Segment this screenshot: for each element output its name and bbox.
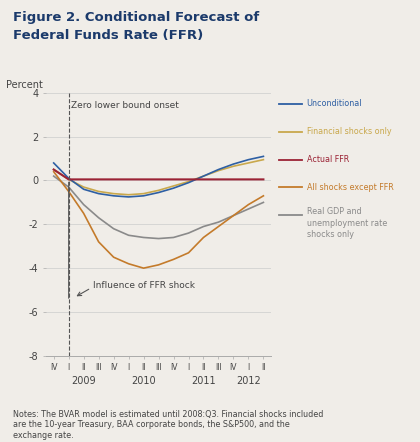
Text: Figure 2. Conditional Forecast of: Figure 2. Conditional Forecast of bbox=[13, 11, 259, 24]
Text: 2011: 2011 bbox=[191, 376, 216, 386]
Text: shocks only: shocks only bbox=[307, 230, 354, 239]
Text: Financial shocks only: Financial shocks only bbox=[307, 127, 391, 136]
Text: Notes: The BVAR model is estimated until 2008:Q3. Financial shocks included
are : Notes: The BVAR model is estimated until… bbox=[13, 410, 323, 440]
Text: Actual FFR: Actual FFR bbox=[307, 155, 349, 164]
Text: 2010: 2010 bbox=[131, 376, 156, 386]
Text: Influence of FFR shock: Influence of FFR shock bbox=[93, 281, 194, 290]
Text: Percent: Percent bbox=[6, 80, 42, 90]
Text: Real GDP and: Real GDP and bbox=[307, 207, 361, 216]
Text: Unconditional: Unconditional bbox=[307, 99, 362, 108]
Text: Zero lower bound onset: Zero lower bound onset bbox=[71, 101, 179, 110]
Text: Federal Funds Rate (FFR): Federal Funds Rate (FFR) bbox=[13, 29, 203, 42]
Text: 2012: 2012 bbox=[236, 376, 261, 386]
Text: 2009: 2009 bbox=[71, 376, 96, 386]
Text: unemployment rate: unemployment rate bbox=[307, 219, 387, 228]
Text: All shocks except FFR: All shocks except FFR bbox=[307, 183, 394, 192]
